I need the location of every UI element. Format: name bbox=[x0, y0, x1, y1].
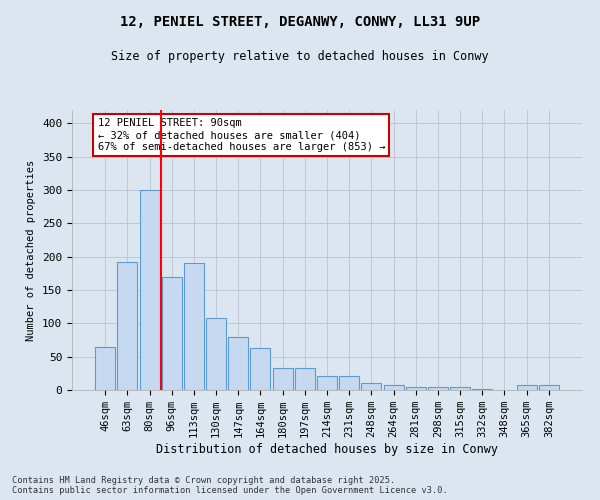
X-axis label: Distribution of detached houses by size in Conwy: Distribution of detached houses by size … bbox=[156, 443, 498, 456]
Bar bbox=[450, 388, 470, 390]
Bar bbox=[295, 368, 315, 390]
Text: Contains HM Land Registry data © Crown copyright and database right 2025.
Contai: Contains HM Land Registry data © Crown c… bbox=[12, 476, 448, 495]
Bar bbox=[118, 262, 137, 390]
Bar bbox=[140, 190, 160, 390]
Y-axis label: Number of detached properties: Number of detached properties bbox=[26, 160, 37, 340]
Bar bbox=[539, 384, 559, 390]
Bar bbox=[317, 376, 337, 390]
Bar bbox=[406, 386, 426, 390]
Bar bbox=[272, 368, 293, 390]
Bar bbox=[162, 276, 182, 390]
Bar bbox=[206, 318, 226, 390]
Bar bbox=[184, 264, 204, 390]
Text: 12, PENIEL STREET, DEGANWY, CONWY, LL31 9UP: 12, PENIEL STREET, DEGANWY, CONWY, LL31 … bbox=[120, 15, 480, 29]
Text: 12 PENIEL STREET: 90sqm
← 32% of detached houses are smaller (404)
67% of semi-d: 12 PENIEL STREET: 90sqm ← 32% of detache… bbox=[97, 118, 385, 152]
Bar bbox=[95, 346, 115, 390]
Bar bbox=[361, 384, 382, 390]
Bar bbox=[228, 336, 248, 390]
Bar bbox=[250, 348, 271, 390]
Bar bbox=[383, 384, 404, 390]
Bar bbox=[339, 376, 359, 390]
Bar bbox=[517, 386, 536, 390]
Bar bbox=[428, 386, 448, 390]
Text: Size of property relative to detached houses in Conwy: Size of property relative to detached ho… bbox=[111, 50, 489, 63]
